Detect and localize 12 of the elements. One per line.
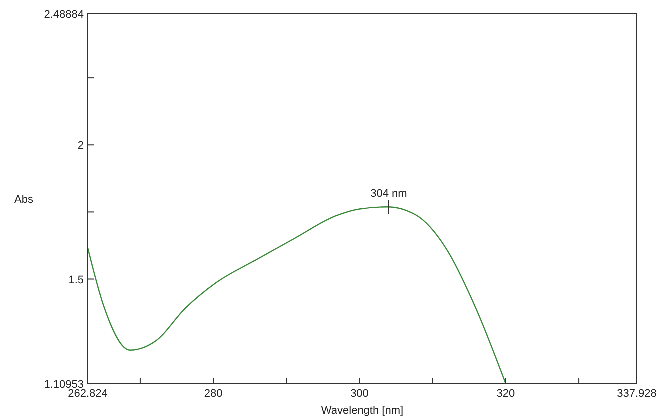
x-tick-label: 300 bbox=[350, 388, 369, 400]
line-series bbox=[88, 206, 507, 384]
y-tick-label: 2.48884 bbox=[44, 9, 84, 21]
x-axis-title: Wavelength [nm] bbox=[321, 405, 404, 417]
x-tick-label: 320 bbox=[496, 388, 516, 400]
y-tick-label: 2 bbox=[78, 140, 84, 152]
x-tick-label: 262.824 bbox=[68, 388, 108, 400]
y-axis-title: Abs bbox=[14, 194, 34, 206]
x-tick-label: 280 bbox=[204, 388, 223, 400]
x-tick-label: 337.928 bbox=[617, 388, 657, 400]
y-tick-label: 1.5 bbox=[68, 274, 84, 286]
annotation: 304 nm bbox=[370, 188, 408, 200]
